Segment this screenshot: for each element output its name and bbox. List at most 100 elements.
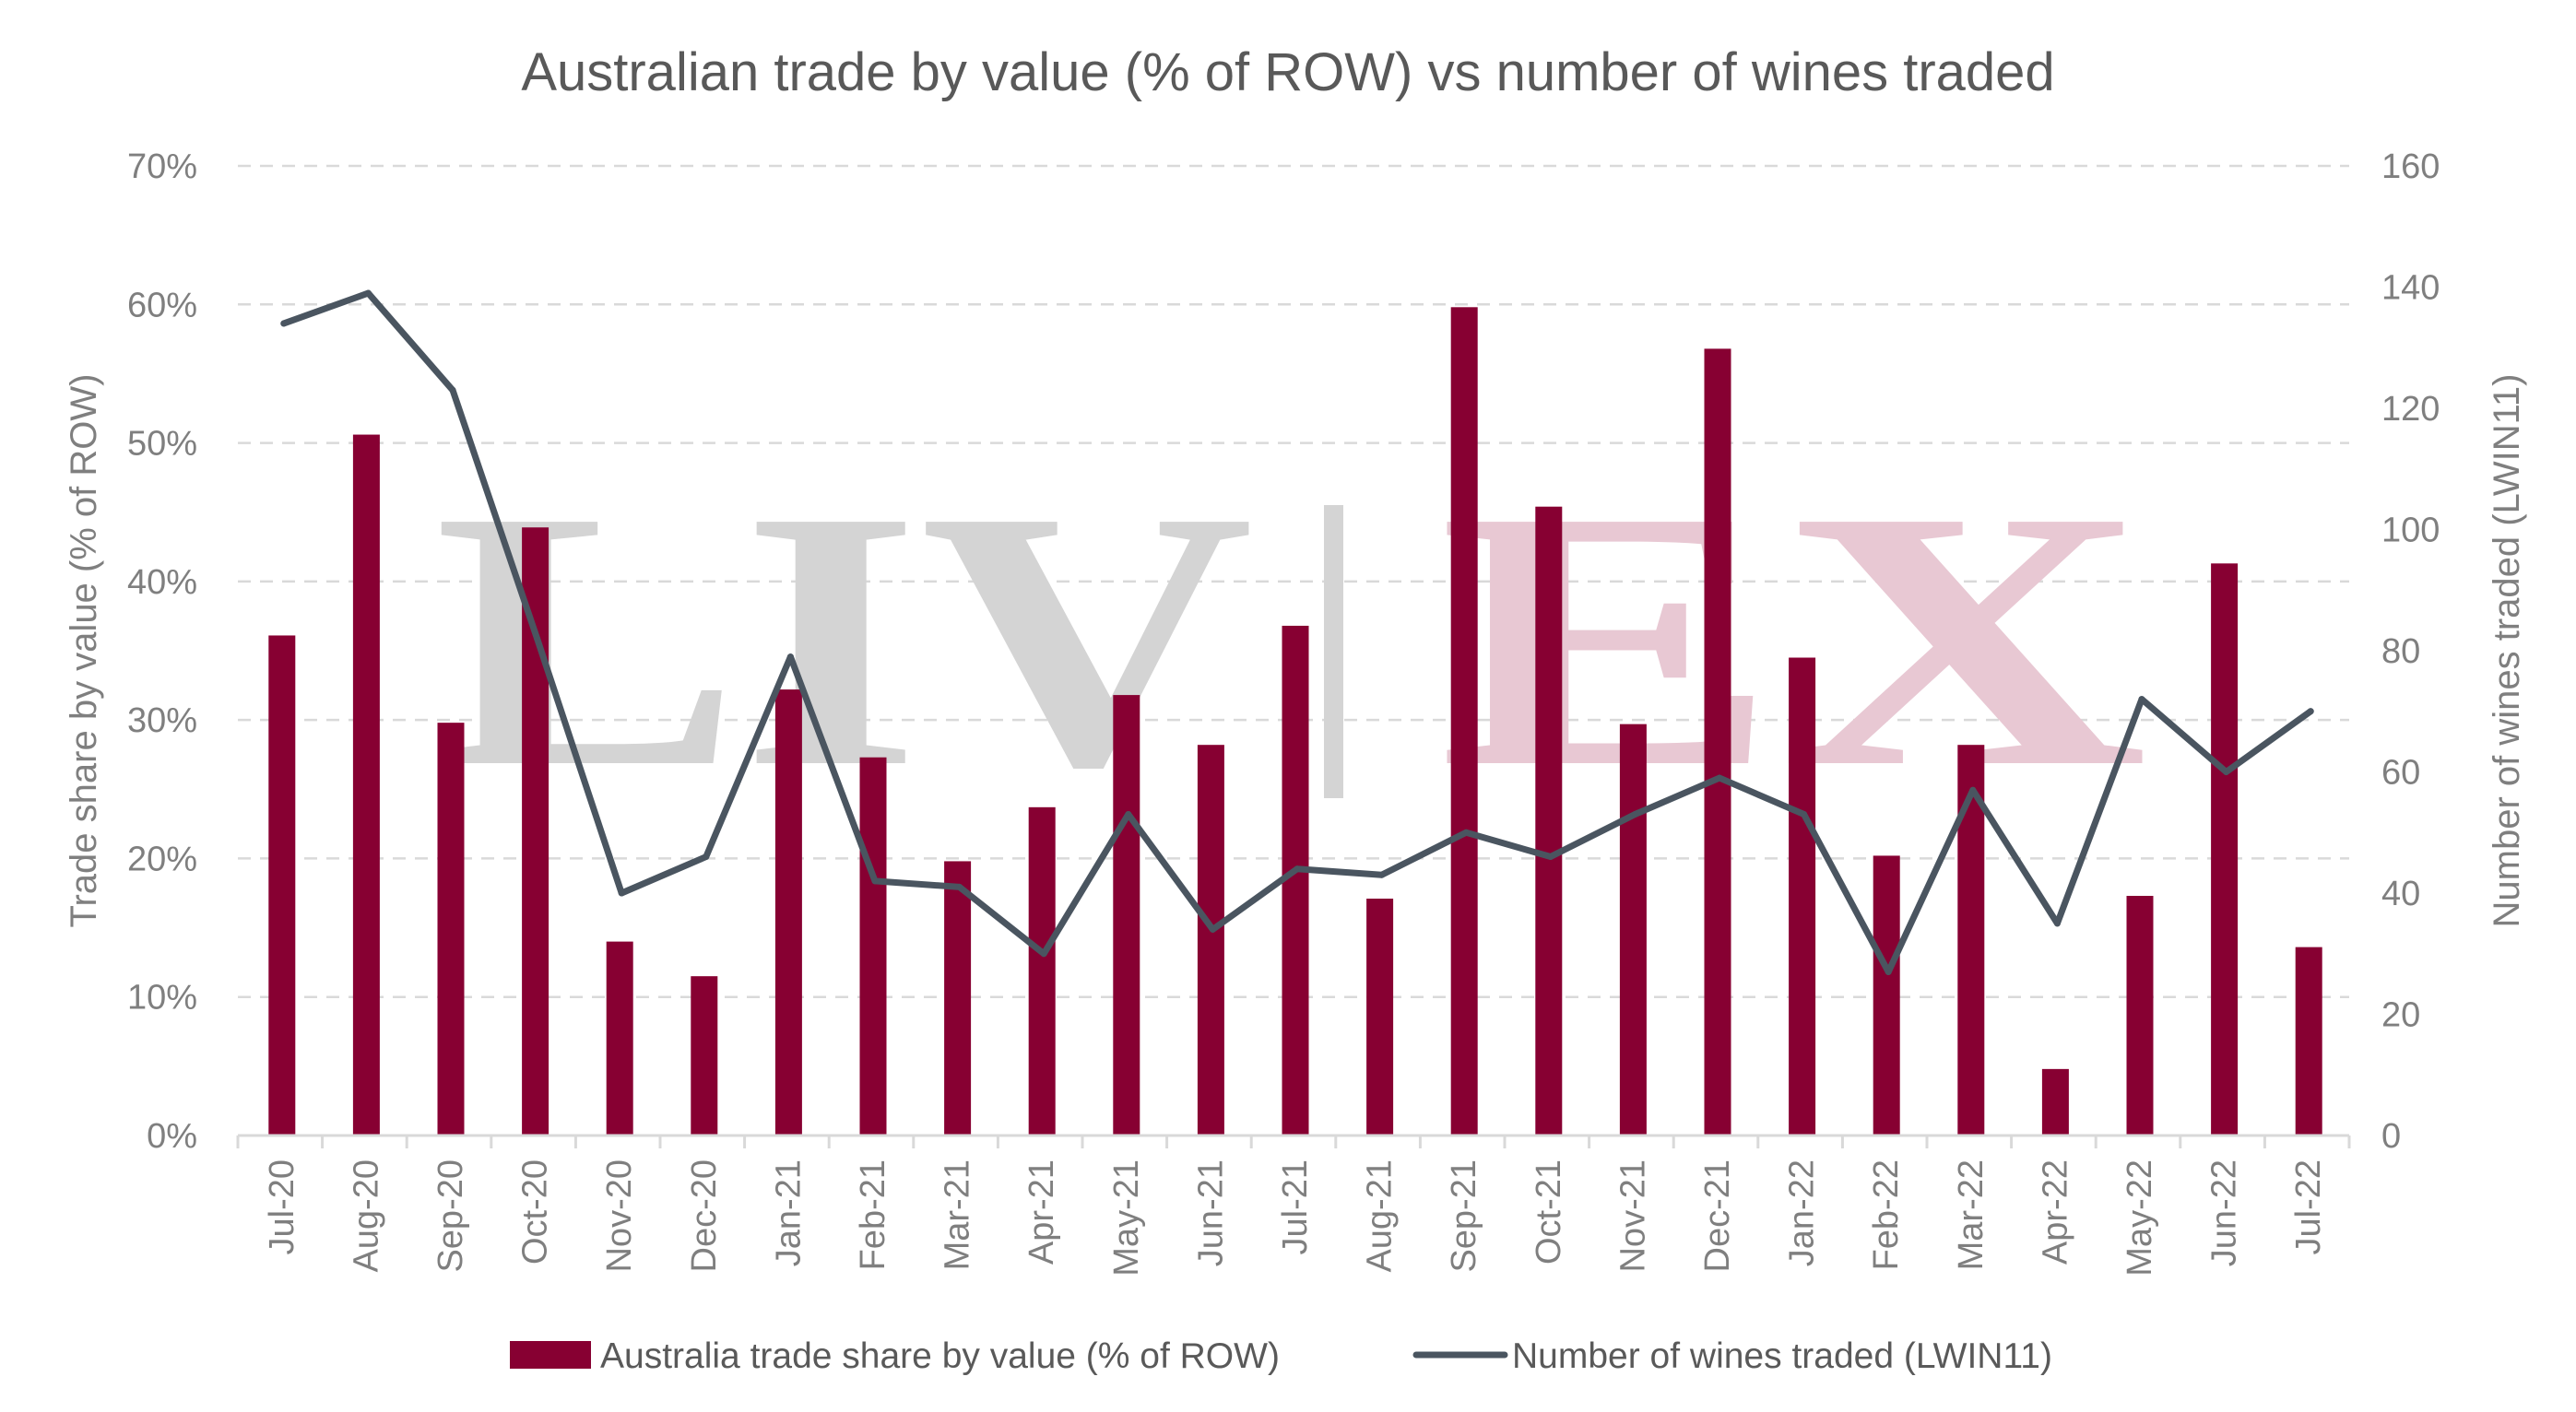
bar-series (268, 307, 2322, 1135)
bar (2126, 896, 2154, 1135)
y2-tick-label: 60 (2381, 754, 2420, 793)
bar (268, 635, 296, 1135)
y2-tick-label: 0 (2381, 1117, 2401, 1156)
line-point (1209, 925, 1216, 933)
bar (859, 757, 887, 1135)
x-tick-label: Jun-21 (1191, 1159, 1230, 1266)
y-tick-label: 60% (127, 286, 197, 324)
x-tick-label: Feb-22 (1867, 1159, 1906, 1270)
bar (1619, 724, 1647, 1135)
line-point (534, 635, 541, 642)
bar (606, 941, 633, 1135)
x-tick-label: Feb-21 (854, 1159, 892, 1270)
x-tick-label: Apr-21 (1022, 1159, 1061, 1265)
x-tick-label: May-22 (2121, 1159, 2159, 1277)
line-point (1885, 968, 1892, 975)
bar (352, 434, 380, 1135)
x-tick-label: Oct-20 (516, 1159, 555, 1265)
line-point (2138, 696, 2145, 703)
y2-tick-label: 100 (2381, 512, 2440, 550)
line-point (449, 386, 456, 394)
y-axis-title: Trade share by value (% of ROW) (64, 374, 104, 928)
bar (1450, 307, 1478, 1135)
line-point (280, 320, 288, 327)
y2-tick-label: 40 (2381, 875, 2420, 913)
line-point (618, 889, 625, 897)
x-tick-label: Mar-21 (939, 1159, 977, 1270)
bar (1282, 625, 1309, 1135)
bar (1113, 695, 1140, 1135)
x-tick-label: Jan-21 (769, 1159, 808, 1266)
line-point (2223, 769, 2230, 775)
line-point (1378, 871, 1386, 878)
y2-tick-label: 140 (2381, 269, 2440, 308)
line-point (1040, 950, 1047, 958)
x-tick-label: May-21 (1107, 1159, 1146, 1277)
bar (774, 689, 802, 1135)
y2-tick-label: 160 (2381, 147, 2440, 186)
legend-line-label: Number of wines traded (LWIN11) (1512, 1336, 2052, 1376)
bar (2211, 563, 2239, 1135)
y-tick-label: 70% (127, 147, 197, 186)
bar (1535, 506, 1563, 1135)
line-point (2053, 920, 2061, 927)
line-point (1462, 829, 1470, 836)
bar (1197, 745, 1224, 1135)
bar (1704, 348, 1731, 1135)
y-tick-label: 0% (147, 1117, 197, 1156)
bar (691, 976, 718, 1135)
y-tick-label: 20% (127, 840, 197, 878)
line-point (1631, 811, 1638, 818)
x-tick-label: Jul-22 (2289, 1159, 2328, 1255)
line-point (364, 289, 372, 297)
line-point (1294, 865, 1301, 873)
x-tick-label: Dec-20 (685, 1159, 724, 1273)
bar (522, 527, 549, 1135)
x-tick-label: Jul-20 (263, 1159, 301, 1255)
y-tick-label: 40% (127, 563, 197, 602)
line-point (2307, 708, 2314, 715)
x-tick-label: Oct-21 (1530, 1159, 1568, 1265)
y2-axis-title: Number of wines traded (LWIN11) (2487, 374, 2527, 928)
bar (1028, 806, 1056, 1135)
x-tick-label: Jul-21 (1276, 1159, 1315, 1255)
x-tick-label: Aug-20 (347, 1159, 385, 1273)
bar (1873, 855, 1900, 1135)
y-tick-label: 10% (127, 979, 197, 1018)
y-tick-label: 50% (127, 425, 197, 464)
legend-bar-swatch (510, 1341, 591, 1369)
line-point (1969, 786, 1977, 794)
x-tick-label: Apr-22 (2036, 1159, 2074, 1265)
legend: Australia trade share by value (% of ROW… (510, 1336, 2052, 1376)
y2-tick-label: 80 (2381, 632, 2420, 671)
line-point (871, 877, 879, 885)
watermark-separator (1324, 505, 1343, 798)
line-point (786, 653, 794, 661)
gridlines (238, 164, 2349, 998)
line-point (1801, 811, 1808, 818)
x-tick-label: Dec-21 (1698, 1159, 1737, 1273)
x-tick-label: Mar-22 (1952, 1159, 1991, 1270)
bar (2295, 947, 2322, 1135)
bar (437, 723, 465, 1135)
y-tick-label: 30% (127, 701, 197, 740)
bar (2041, 1068, 2069, 1135)
x-tick-label: Nov-21 (1613, 1159, 1652, 1273)
bar (1789, 657, 1816, 1135)
y2-tick-label: 120 (2381, 390, 2440, 429)
x-tick-label: Nov-20 (600, 1159, 639, 1273)
x-tick-label: Jun-22 (2205, 1159, 2244, 1266)
line-point (1716, 774, 1723, 782)
line-point (703, 853, 710, 861)
bar (944, 861, 972, 1135)
line-point (1125, 811, 1132, 818)
legend-bar-label: Australia trade share by value (% of ROW… (600, 1336, 1280, 1376)
chart-title: Australian trade by value (% of ROW) vs … (521, 42, 2054, 102)
x-tick-label: Sep-20 (431, 1159, 470, 1273)
line-point (956, 883, 963, 890)
x-tick-label: Aug-21 (1361, 1159, 1400, 1273)
bar (1366, 899, 1394, 1135)
x-tick-label: Jan-22 (1783, 1159, 1822, 1266)
